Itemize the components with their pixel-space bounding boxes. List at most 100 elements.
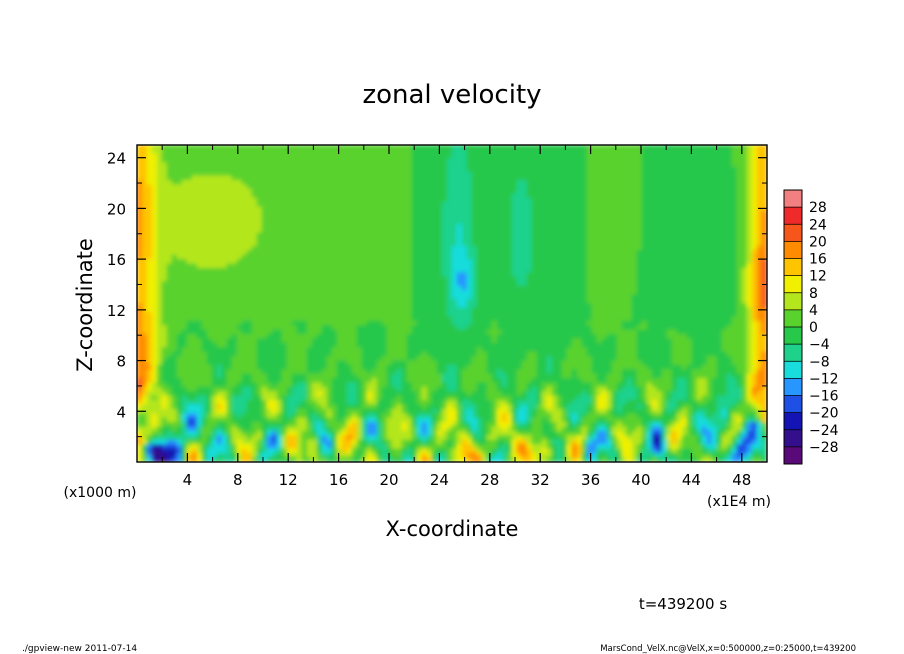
- field-cell: [371, 303, 378, 309]
- field-cell: [306, 325, 313, 331]
- field-cell: [166, 250, 173, 256]
- field-cell: [321, 417, 328, 423]
- field-cell: [381, 259, 388, 265]
- field-cell: [476, 369, 483, 375]
- field-cell: [441, 219, 448, 225]
- field-cell: [311, 267, 318, 273]
- field-cell: [186, 391, 193, 397]
- field-cell: [276, 259, 283, 265]
- field-cell: [376, 188, 383, 194]
- field-cell: [251, 452, 258, 458]
- field-cell: [137, 223, 143, 229]
- field-cell: [166, 404, 173, 410]
- field-cell: [291, 404, 298, 410]
- field-cell: [411, 219, 418, 225]
- field-cell: [191, 232, 198, 238]
- field-cell: [446, 391, 453, 397]
- field-cell: [331, 149, 338, 155]
- field-cell: [326, 452, 333, 458]
- field-cell: [221, 175, 228, 181]
- field-cell: [336, 426, 343, 432]
- field-cell: [216, 206, 223, 212]
- field-cell: [226, 329, 233, 335]
- field-cell: [236, 382, 243, 388]
- field-cell: [401, 294, 408, 300]
- field-cell: [376, 223, 383, 229]
- field-cell: [476, 351, 483, 357]
- field-cell: [251, 219, 258, 225]
- field-cell: [341, 179, 348, 185]
- field-cell: [436, 254, 443, 260]
- field-cell: [256, 360, 263, 366]
- field-cell: [461, 223, 468, 229]
- field-cell: [226, 373, 233, 379]
- field-cell: [201, 430, 208, 436]
- field-cell: [306, 241, 313, 247]
- field-cell: [331, 400, 338, 406]
- field-cell: [356, 422, 363, 428]
- field-cell: [271, 430, 278, 436]
- field-cell: [181, 272, 188, 278]
- field-cell: [356, 351, 363, 357]
- field-cell: [271, 422, 278, 428]
- field-cell: [286, 404, 293, 410]
- field-cell: [346, 272, 353, 278]
- field-cell: [226, 386, 233, 392]
- field-cell: [141, 184, 148, 190]
- field-cell: [251, 210, 258, 216]
- field-cell: [241, 267, 248, 273]
- field-cell: [391, 307, 398, 313]
- field-cell: [231, 369, 238, 375]
- field-cell: [376, 364, 383, 370]
- field-cell: [321, 294, 328, 300]
- field-cell: [351, 219, 358, 225]
- field-cell: [316, 457, 323, 462]
- field-cell: [426, 386, 433, 392]
- field-cell: [226, 404, 233, 410]
- field-cell: [276, 369, 283, 375]
- field-cell: [191, 360, 198, 366]
- field-cell: [211, 351, 218, 357]
- field-cell: [476, 303, 483, 309]
- field-cell: [466, 448, 473, 454]
- field-cell: [456, 426, 463, 432]
- field-cell: [191, 171, 198, 177]
- field-cell: [316, 329, 323, 335]
- field-cell: [256, 435, 263, 441]
- field-cell: [246, 267, 253, 273]
- field-cell: [331, 378, 338, 384]
- field-cell: [391, 241, 398, 247]
- field-cell: [271, 285, 278, 291]
- field-cell: [451, 184, 458, 190]
- field-cell: [456, 430, 463, 436]
- field-cell: [461, 219, 468, 225]
- field-cell: [471, 179, 478, 185]
- field-cell: [306, 334, 313, 340]
- field-cell: [141, 378, 148, 384]
- field-cell: [461, 276, 468, 282]
- field-cell: [276, 378, 283, 384]
- field-cell: [381, 422, 388, 428]
- field-cell: [346, 294, 353, 300]
- field-cell: [226, 364, 233, 370]
- field-cell: [401, 259, 408, 265]
- field-cell: [351, 223, 358, 229]
- field-cell: [301, 413, 308, 419]
- field-cell: [461, 378, 468, 384]
- field-cell: [301, 223, 308, 229]
- field-cell: [376, 413, 383, 419]
- field-cell: [306, 201, 313, 207]
- field-cell: [301, 356, 308, 362]
- field-cell: [366, 281, 373, 287]
- field-cell: [146, 250, 153, 256]
- field-cell: [166, 281, 173, 287]
- field-cell: [466, 201, 473, 207]
- field-cell: [186, 342, 193, 348]
- field-cell: [361, 386, 368, 392]
- field-cell: [421, 171, 428, 177]
- field-cell: [176, 250, 183, 256]
- field-cell: [206, 201, 213, 207]
- field-cell: [261, 364, 268, 370]
- field-cell: [351, 281, 358, 287]
- field-cell: [396, 188, 403, 194]
